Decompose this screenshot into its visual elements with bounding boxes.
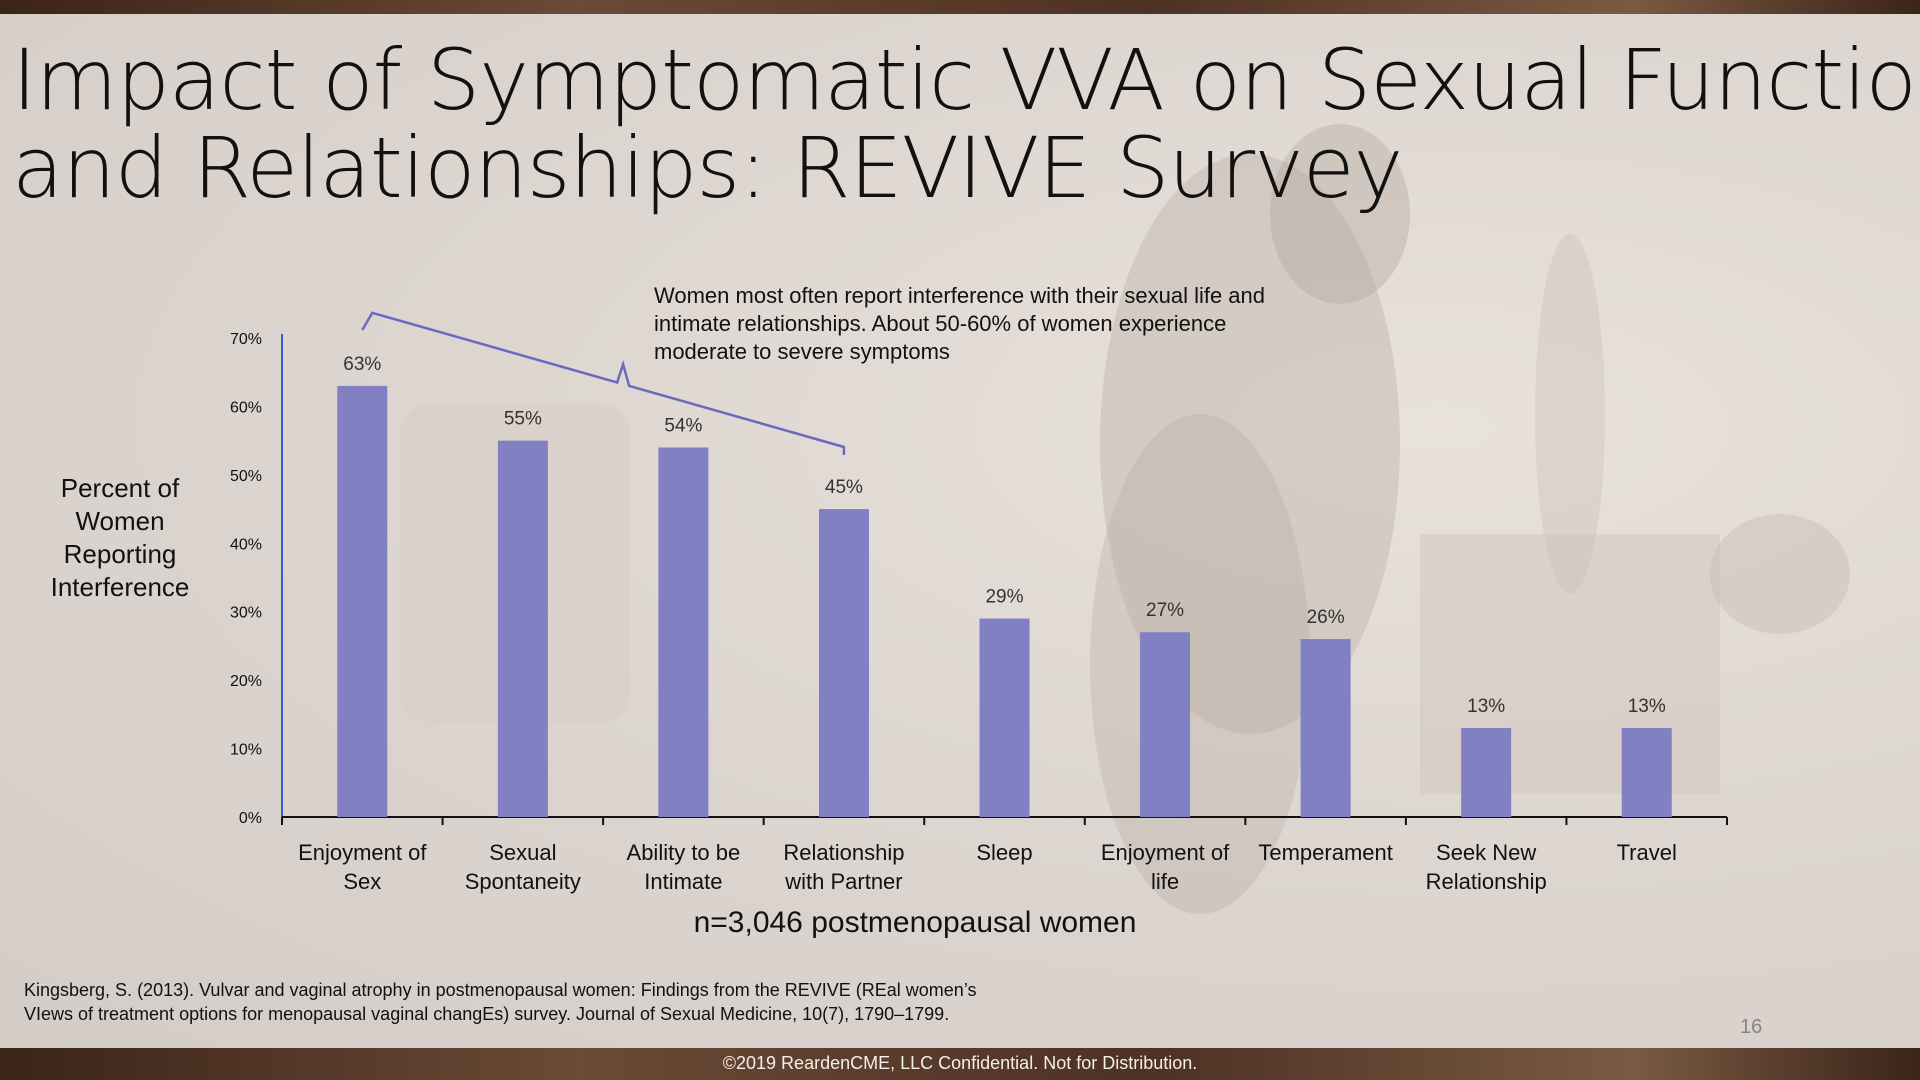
data-label: 27% <box>1146 600 1184 621</box>
confidential-footer: ©2019 ReardenCME, LLC Confidential. Not … <box>722 1053 1198 1073</box>
y-tick-label: 30% <box>230 605 262 622</box>
wood-frame-bottom <box>0 1048 1920 1080</box>
data-label: 55% <box>504 409 542 430</box>
y-axis-label-line: Reporting <box>63 539 177 569</box>
y-tick-label: 20% <box>230 673 262 690</box>
category-label: Intimate <box>644 869 722 894</box>
bar <box>979 618 1030 817</box>
category-label: Relationship <box>1426 869 1547 894</box>
data-label: 13% <box>1467 696 1505 717</box>
y-tick-label: 0% <box>239 810 262 827</box>
callout-text: Women most often report interference wit… <box>654 283 1266 364</box>
bar <box>1300 639 1351 817</box>
bar <box>1461 728 1512 817</box>
bar <box>1621 728 1672 817</box>
y-axis-label-line: Interference <box>50 572 190 602</box>
category-label: Relationship <box>783 840 904 865</box>
bar <box>658 447 709 817</box>
bar <box>818 509 869 817</box>
bar-chart: 0% 10% 20% 30% 40% 50% 60% 70% 63% Enjoyment of Se… <box>230 311 1728 894</box>
category-label: Seek New <box>1436 840 1536 865</box>
wood-frame-top <box>0 0 1920 14</box>
category-label: life <box>1151 869 1179 894</box>
slide-title: Impact of Symptomatic VVA on Sexual Func… <box>12 31 1920 217</box>
category-label: Sleep <box>976 840 1032 865</box>
y-tick-label: 10% <box>230 742 262 759</box>
category-label: Enjoyment of <box>298 840 427 865</box>
data-label: 26% <box>1307 607 1345 628</box>
y-tick-label: 50% <box>230 468 262 485</box>
citation-line: VIews of treatment options for menopausa… <box>24 1004 950 1024</box>
bar <box>1140 632 1191 817</box>
category-label: Sex <box>343 869 381 894</box>
page-number: 16 <box>1740 1016 1763 1038</box>
category-label: Sexual <box>489 840 556 865</box>
bracket-annotation <box>361 311 846 455</box>
sample-size-note: n=3,046 postmenopausal women <box>693 906 1137 939</box>
slide: Impact of Symptomatic VVA on Sexual Func… <box>0 14 1920 1048</box>
category-label: Travel <box>1617 840 1677 865</box>
bar <box>337 385 388 817</box>
category-label: Ability to be <box>627 840 741 865</box>
category-label: Spontaneity <box>465 869 581 894</box>
title-line-2: and Relationships: REVIVE Survey <box>12 119 1403 217</box>
y-axis-label-line: Percent of <box>60 473 180 503</box>
data-label: 54% <box>664 415 702 436</box>
citation-line: Kingsberg, S. (2013). Vulvar and vaginal… <box>24 980 977 1000</box>
data-label: 45% <box>825 477 863 498</box>
citation: Kingsberg, S. (2013). Vulvar and vaginal… <box>24 978 1124 1026</box>
y-axis-label-line: Women <box>75 506 165 536</box>
data-label: 63% <box>343 354 381 375</box>
y-tick-label: 60% <box>230 399 262 416</box>
bar <box>497 440 548 817</box>
y-tick-label: 40% <box>230 536 262 553</box>
y-axis-label: Percent of Women Reporting Interference <box>20 472 220 604</box>
title-line-1: Impact of Symptomatic VVA on Sexual Func… <box>12 31 1920 129</box>
data-label: 13% <box>1628 696 1666 717</box>
category-label: Temperament <box>1258 840 1393 865</box>
y-tick-label: 70% <box>230 331 262 348</box>
category-label: with Partner <box>784 869 902 894</box>
data-label: 29% <box>985 587 1023 608</box>
category-label: Enjoyment of <box>1101 840 1230 865</box>
